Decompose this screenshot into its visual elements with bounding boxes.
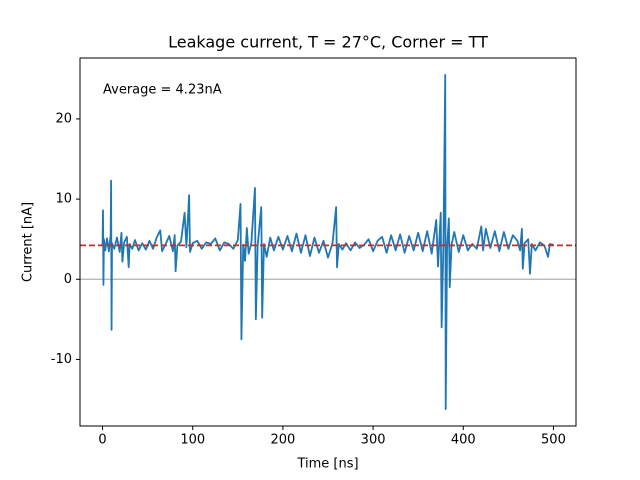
data-line xyxy=(101,73,554,411)
chart-title: Leakage current, T = 27°C, Corner = TT xyxy=(168,33,488,52)
x-tick-label: 200 xyxy=(270,433,295,448)
x-tick-label: 0 xyxy=(98,433,106,448)
x-tick-label: 400 xyxy=(451,433,476,448)
x-tick-label: 100 xyxy=(180,433,205,448)
x-axis-label: Time [ns] xyxy=(296,457,358,472)
y-tick-label: 10 xyxy=(55,192,72,207)
plot-frame xyxy=(79,57,577,427)
x-tick-label: 500 xyxy=(541,433,566,448)
x-tick-label: 300 xyxy=(361,433,386,448)
y-tick-label: 0 xyxy=(64,272,72,287)
y-axis-label: Current [nA] xyxy=(21,202,36,282)
annotation: Average = 4.23nA xyxy=(103,83,222,98)
y-tick-label: 20 xyxy=(55,111,72,126)
y-tick-label: -10 xyxy=(51,352,72,367)
